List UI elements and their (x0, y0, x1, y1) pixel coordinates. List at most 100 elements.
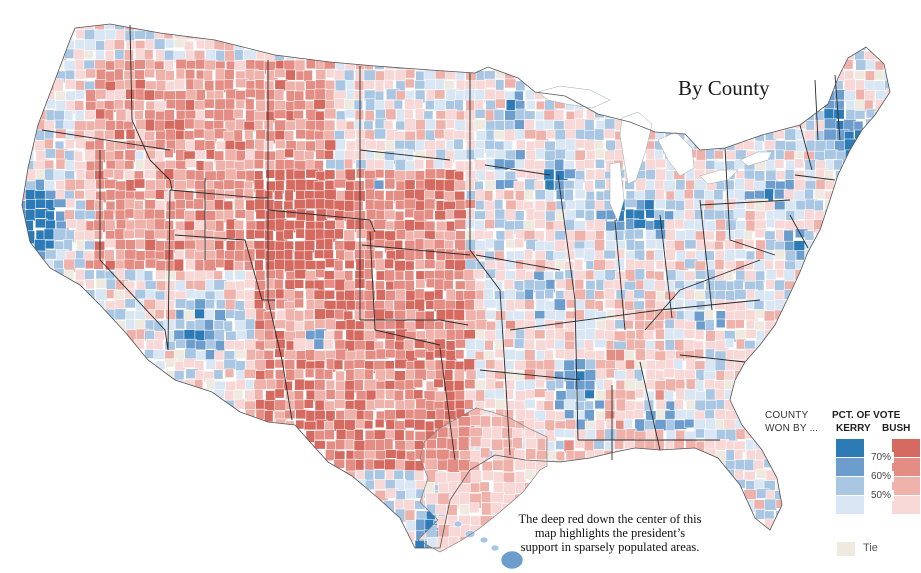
county-cell (524, 299, 535, 310)
county-cell (384, 310, 394, 320)
county-cell (583, 438, 595, 453)
county-cell (585, 318, 596, 330)
county-cell (285, 49, 296, 62)
county-cell (875, 90, 887, 101)
county-cell (458, 459, 472, 472)
county-cell (385, 368, 395, 380)
county-cell (805, 139, 816, 152)
county-cell (84, 209, 97, 220)
county-cell (734, 249, 747, 260)
state-border-line (834, 74, 841, 141)
county-cell (285, 420, 295, 430)
county-cell (854, 70, 866, 80)
county-cell (154, 309, 165, 320)
county-cell (754, 210, 766, 221)
county-cell (294, 59, 306, 72)
county-cell (734, 238, 744, 250)
county-cell (623, 440, 637, 454)
county-cell (253, 159, 264, 170)
county-cell (94, 79, 107, 90)
county-cell (374, 90, 385, 102)
county-cell (633, 228, 644, 240)
state-border-line (267, 299, 293, 421)
county-cell (134, 150, 145, 161)
legend-bush-header: BUSH (882, 423, 911, 434)
county-cell (373, 128, 387, 140)
hawaii-island (479, 536, 489, 544)
county-cell (664, 448, 676, 459)
county-cell (634, 388, 645, 399)
county-cell (633, 219, 647, 229)
county-cell (754, 340, 766, 352)
county-cell (274, 190, 284, 200)
county-cell (685, 439, 698, 453)
county-cell (634, 268, 645, 281)
county-cell (323, 369, 334, 380)
state-border-line (814, 79, 819, 141)
county-cell (345, 140, 357, 152)
county-cell (553, 298, 566, 312)
county-cell (794, 158, 804, 169)
state-border-line (699, 199, 713, 311)
county-cell (404, 430, 415, 442)
county-cell (244, 260, 254, 271)
state-border-line (41, 129, 171, 151)
county-cell (459, 503, 470, 515)
county-cell (94, 59, 107, 70)
county-cell (694, 219, 708, 231)
county-cell (355, 168, 366, 179)
county-cell (502, 472, 515, 484)
county-cell (344, 200, 355, 213)
county-cell (844, 149, 857, 161)
legend-bush-swatch-4 (892, 439, 920, 457)
county-cell (205, 149, 216, 160)
county-cell (213, 199, 224, 211)
county-cell (414, 540, 426, 548)
county-cell (314, 440, 326, 450)
county-cell (314, 308, 327, 321)
county-cell (624, 319, 634, 330)
county-cell (154, 360, 166, 370)
county-cell (95, 89, 107, 100)
county-cell (474, 148, 485, 159)
county-cell (535, 379, 545, 389)
county-cell (134, 339, 145, 350)
county-cell (303, 250, 314, 263)
state-border-line (99, 150, 169, 351)
county-cell (185, 158, 197, 168)
county-cell (493, 109, 505, 121)
county-cell (754, 219, 767, 230)
county-cell (234, 209, 248, 219)
county-cell (85, 279, 95, 290)
county-cell (304, 260, 317, 270)
hawaii-island (464, 530, 476, 538)
county-cell (195, 39, 206, 50)
county-cell (243, 299, 255, 309)
county-cell (353, 99, 363, 111)
county-cell (525, 100, 536, 110)
county-cell (415, 279, 426, 289)
county-cell (384, 458, 398, 472)
county-cell (194, 150, 206, 160)
county-cell (545, 229, 556, 243)
county-cell (314, 319, 327, 329)
county-cell (593, 439, 605, 450)
county-cell (353, 190, 366, 202)
county-cell (335, 119, 347, 131)
county-cell (335, 139, 346, 151)
county-cell (123, 120, 134, 131)
county-cell (605, 389, 616, 402)
legend-tie-swatch (837, 542, 855, 556)
legend-bush-swatch-1 (892, 496, 920, 514)
lake (739, 151, 773, 167)
county-cell (445, 288, 456, 301)
county-cell (654, 198, 666, 210)
county-cell (674, 298, 684, 312)
county-cell (344, 439, 355, 450)
county-cell (124, 269, 136, 282)
county-cell (103, 209, 115, 222)
county-cell (524, 249, 534, 261)
county-cell (124, 208, 135, 219)
county-cell (734, 459, 746, 471)
county-cell (343, 229, 355, 242)
